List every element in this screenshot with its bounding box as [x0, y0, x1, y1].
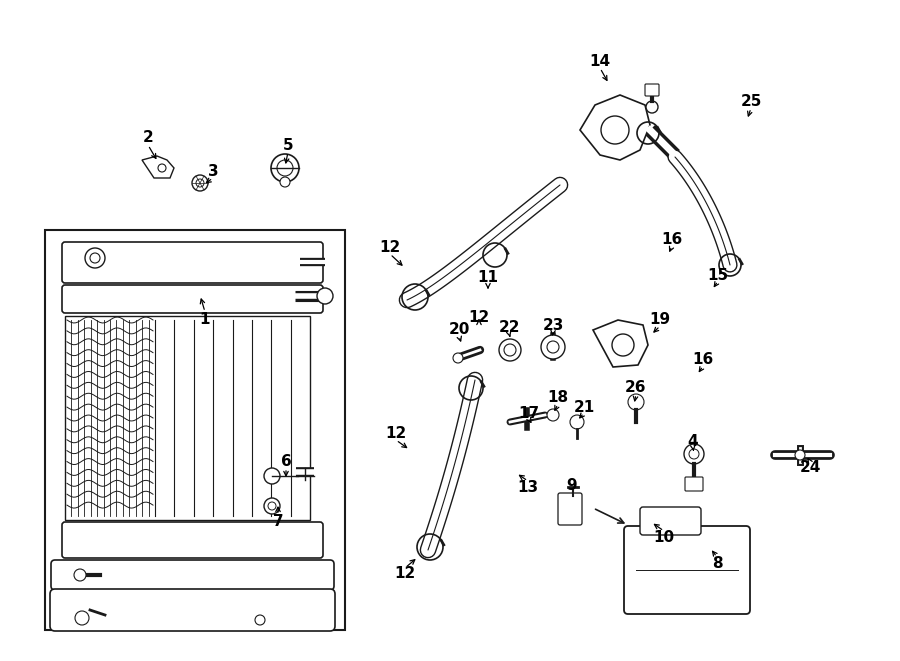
- Text: 4: 4: [688, 434, 698, 449]
- Text: 20: 20: [448, 323, 470, 338]
- Circle shape: [158, 164, 166, 172]
- Circle shape: [646, 101, 658, 113]
- Polygon shape: [593, 320, 648, 367]
- Text: 26: 26: [626, 381, 647, 395]
- Text: 16: 16: [692, 352, 714, 368]
- Polygon shape: [580, 95, 650, 160]
- Text: 12: 12: [385, 426, 407, 442]
- Circle shape: [689, 449, 699, 459]
- Circle shape: [547, 409, 559, 421]
- Circle shape: [547, 341, 559, 353]
- Text: 18: 18: [547, 391, 569, 405]
- Circle shape: [570, 415, 584, 429]
- Circle shape: [196, 179, 204, 187]
- Circle shape: [280, 177, 290, 187]
- Text: 10: 10: [653, 529, 675, 545]
- Text: 25: 25: [741, 95, 761, 110]
- FancyBboxPatch shape: [640, 507, 701, 535]
- Text: 3: 3: [208, 165, 219, 180]
- Circle shape: [612, 334, 634, 356]
- Text: 5: 5: [283, 137, 293, 153]
- Polygon shape: [142, 156, 174, 178]
- Text: 22: 22: [499, 319, 520, 334]
- Text: 16: 16: [662, 233, 682, 247]
- Text: 23: 23: [543, 317, 563, 332]
- Circle shape: [601, 116, 629, 144]
- Circle shape: [271, 154, 299, 182]
- FancyBboxPatch shape: [624, 526, 750, 614]
- Circle shape: [192, 175, 208, 191]
- Circle shape: [504, 344, 516, 356]
- Text: 8: 8: [712, 555, 723, 570]
- Circle shape: [264, 498, 280, 514]
- Text: 12: 12: [394, 566, 416, 582]
- Text: 19: 19: [650, 313, 670, 327]
- Text: 14: 14: [590, 54, 610, 69]
- Circle shape: [317, 288, 333, 304]
- Text: 15: 15: [707, 268, 729, 282]
- Circle shape: [75, 611, 89, 625]
- Text: 7: 7: [273, 514, 284, 529]
- Circle shape: [541, 335, 565, 359]
- Circle shape: [268, 502, 276, 510]
- Circle shape: [499, 339, 521, 361]
- FancyBboxPatch shape: [51, 560, 334, 590]
- Circle shape: [277, 160, 293, 176]
- Circle shape: [628, 394, 644, 410]
- Bar: [45, 230, 345, 630]
- Text: 12: 12: [468, 309, 490, 325]
- FancyBboxPatch shape: [50, 589, 335, 631]
- Text: 17: 17: [518, 405, 540, 420]
- Circle shape: [90, 253, 100, 263]
- Circle shape: [264, 468, 280, 484]
- Text: 12: 12: [380, 241, 400, 256]
- Circle shape: [255, 615, 265, 625]
- Text: 1: 1: [200, 313, 211, 327]
- FancyBboxPatch shape: [62, 242, 323, 283]
- FancyBboxPatch shape: [645, 84, 659, 96]
- FancyBboxPatch shape: [62, 285, 323, 313]
- Circle shape: [684, 444, 704, 464]
- Text: 9: 9: [567, 477, 577, 492]
- Text: 6: 6: [281, 455, 292, 469]
- Text: 21: 21: [573, 399, 595, 414]
- Text: 11: 11: [478, 270, 499, 286]
- Text: 13: 13: [518, 479, 538, 494]
- FancyBboxPatch shape: [685, 477, 703, 491]
- FancyBboxPatch shape: [62, 522, 323, 558]
- Circle shape: [74, 569, 86, 581]
- Circle shape: [795, 450, 805, 460]
- Circle shape: [85, 248, 105, 268]
- Circle shape: [453, 353, 463, 363]
- Text: 2: 2: [142, 130, 153, 145]
- FancyBboxPatch shape: [558, 493, 582, 525]
- Bar: [65, 316, 310, 520]
- Text: 24: 24: [799, 461, 821, 475]
